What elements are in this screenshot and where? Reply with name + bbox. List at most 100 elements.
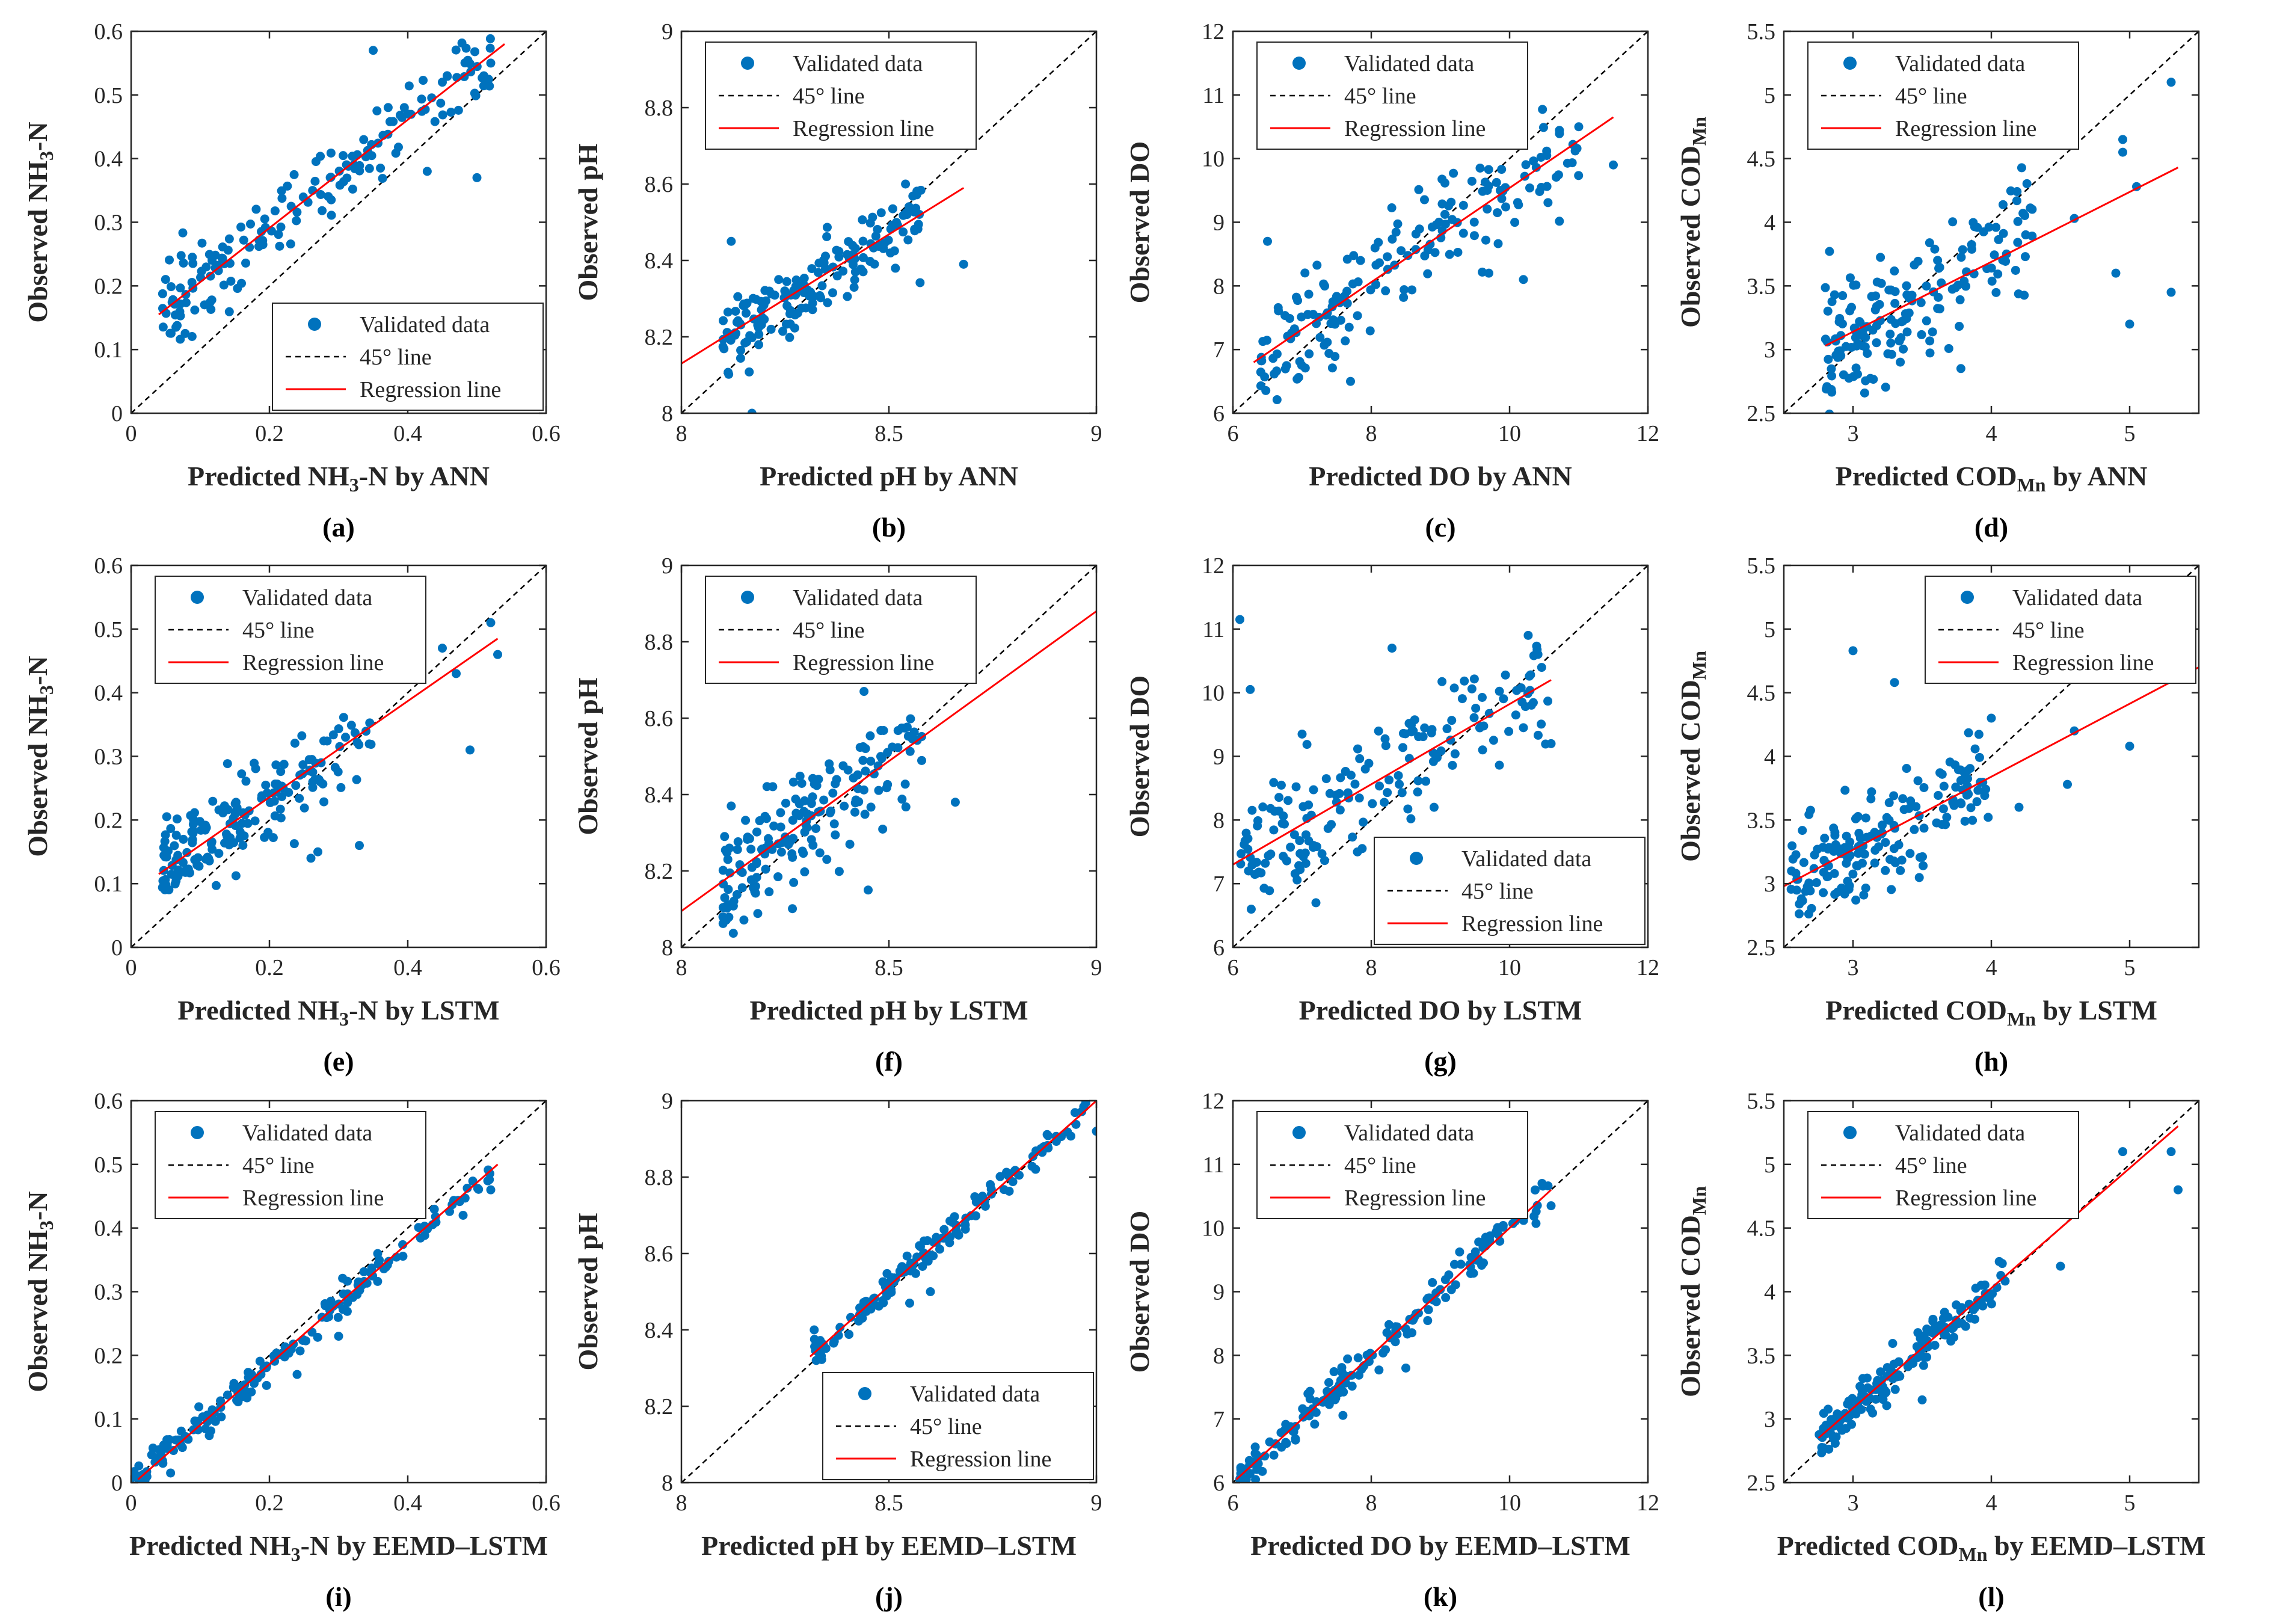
data-point xyxy=(1311,898,1321,908)
data-point xyxy=(1824,843,1834,852)
data-point xyxy=(1942,813,1952,822)
data-point xyxy=(1269,1450,1279,1460)
axis-label: Observed NH3-N xyxy=(22,121,57,322)
data-point xyxy=(752,859,761,869)
data-point xyxy=(1914,873,1924,882)
data-point xyxy=(160,837,170,846)
y-tick-label: 0.2 xyxy=(94,808,123,833)
data-point xyxy=(1353,744,1362,754)
scatter-panel-d: 3 4 5 2.5 3 3.5 4 4.5 5 5.5 Predicted CODMn by ANN… xyxy=(1675,19,2200,543)
data-point xyxy=(1485,1231,1495,1241)
data-point xyxy=(452,669,461,678)
data-point xyxy=(176,299,185,309)
data-point xyxy=(1574,171,1584,180)
data-point xyxy=(1902,314,1911,324)
data-point xyxy=(1493,239,1503,248)
data-point xyxy=(242,1393,252,1403)
data-point xyxy=(484,1165,493,1175)
data-point xyxy=(1845,273,1855,283)
data-point xyxy=(1834,1418,1844,1428)
data-point xyxy=(1336,315,1345,325)
y-tick-label: 7 xyxy=(1213,872,1225,897)
y-tick-label: 0.6 xyxy=(94,553,123,579)
data-point xyxy=(1250,870,1259,879)
data-point xyxy=(1504,727,1514,736)
data-point xyxy=(241,258,251,268)
data-point xyxy=(221,829,231,839)
data-point xyxy=(196,272,206,282)
data-point xyxy=(1902,281,1911,291)
data-point xyxy=(1906,796,1916,806)
data-point xyxy=(1403,804,1413,814)
axis-label: Observed pH xyxy=(573,677,603,835)
data-point xyxy=(1343,788,1353,798)
data-point xyxy=(1872,277,1882,287)
data-point xyxy=(1449,1260,1459,1269)
data-point xyxy=(799,849,808,858)
data-point xyxy=(1002,1167,1012,1177)
data-point xyxy=(1791,869,1801,878)
data-point xyxy=(761,864,770,874)
data-point xyxy=(788,816,797,825)
x-tick-label: 9 xyxy=(1091,955,1102,980)
data-point xyxy=(398,1252,408,1261)
legend-marker-point xyxy=(741,591,754,604)
data-point xyxy=(1839,370,1848,380)
data-point xyxy=(161,830,170,840)
data-point xyxy=(825,765,835,775)
data-point xyxy=(822,223,832,232)
data-point xyxy=(1397,246,1406,256)
data-point xyxy=(1250,1442,1260,1452)
data-point xyxy=(1825,409,1834,413)
data-point xyxy=(1849,280,1858,290)
y-tick-label: 2.5 xyxy=(1747,935,1776,961)
data-point xyxy=(1979,227,1988,236)
data-point xyxy=(1521,160,1531,170)
data-point xyxy=(306,854,316,863)
data-point xyxy=(791,275,801,285)
data-point xyxy=(1384,775,1394,785)
data-point xyxy=(1449,683,1459,693)
data-point xyxy=(1930,1341,1940,1350)
data-point xyxy=(1484,268,1493,278)
legend-label: Validated data xyxy=(242,585,372,611)
data-point xyxy=(206,304,216,314)
data-point xyxy=(1283,796,1293,805)
data-point xyxy=(1309,785,1318,795)
data-point xyxy=(858,253,868,262)
data-point xyxy=(1327,363,1337,373)
data-point xyxy=(1394,770,1403,780)
data-point xyxy=(1838,291,1848,301)
y-tick-label: 12 xyxy=(1202,19,1225,45)
data-point xyxy=(168,1446,178,1456)
legend-label: Validated data xyxy=(1344,51,1474,76)
data-point xyxy=(1933,256,1943,265)
data-point xyxy=(1368,799,1377,808)
data-point xyxy=(1848,869,1858,879)
data-point xyxy=(877,754,887,763)
y-tick-label: 0.6 xyxy=(94,1089,123,1114)
data-point xyxy=(1563,158,1572,168)
data-point xyxy=(1381,286,1391,296)
axis-label: Predicted NH3-N by LSTM xyxy=(177,995,499,1030)
data-point xyxy=(308,783,318,792)
data-point xyxy=(1854,828,1864,838)
data-point xyxy=(742,309,751,318)
data-point xyxy=(1968,816,1978,825)
data-point xyxy=(470,47,479,57)
data-point xyxy=(1349,251,1359,260)
axis-label: Predicted DO by EEMD–LSTM xyxy=(1250,1530,1630,1561)
data-point xyxy=(1863,349,1872,358)
data-point xyxy=(1994,235,2003,244)
data-point xyxy=(1886,285,1896,295)
legend-label: Validated data xyxy=(1895,51,2025,76)
x-tick-label: 0 xyxy=(126,421,137,446)
data-point xyxy=(1460,676,1469,686)
data-point xyxy=(1398,728,1408,738)
y-tick-label: 8.4 xyxy=(645,1318,674,1343)
panel-label: (l) xyxy=(1978,1581,2004,1612)
data-point xyxy=(1882,1363,1892,1373)
data-point xyxy=(1876,1367,1885,1377)
data-point xyxy=(319,736,328,746)
axis-label: Predicted CODMn by ANN xyxy=(1836,461,2148,496)
